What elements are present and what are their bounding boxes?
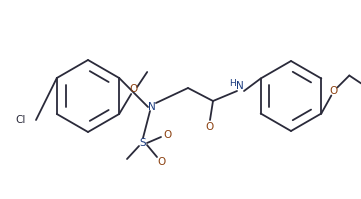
- Text: O: O: [129, 84, 137, 94]
- Text: O: O: [329, 86, 338, 96]
- Text: H: H: [230, 79, 236, 89]
- Text: Cl: Cl: [16, 115, 26, 125]
- Text: N: N: [148, 102, 156, 112]
- Text: N: N: [236, 81, 244, 91]
- Text: S: S: [140, 138, 146, 148]
- Text: O: O: [206, 122, 214, 132]
- Text: O: O: [157, 157, 165, 167]
- Text: O: O: [163, 130, 171, 140]
